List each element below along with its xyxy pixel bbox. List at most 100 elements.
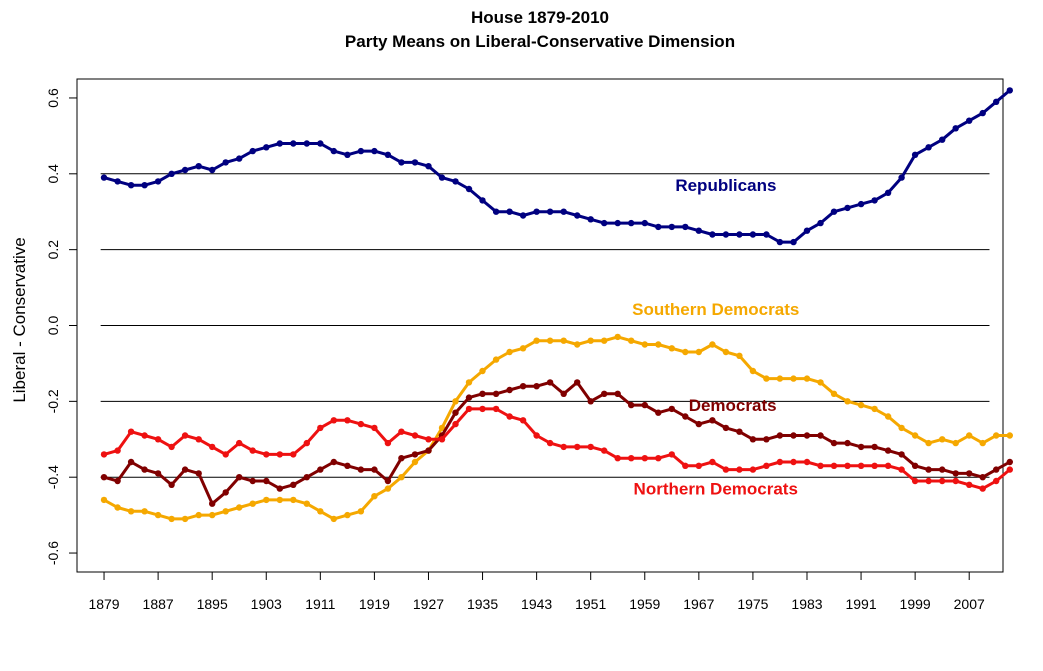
data-point-southern-democrats	[695, 348, 702, 356]
data-point-democrats	[560, 390, 567, 397]
data-point-democrats	[181, 466, 189, 473]
data-point-northern-democrats	[1006, 466, 1013, 473]
x-tick-label: 1959	[629, 596, 660, 612]
data-point-northern-democrats	[952, 477, 959, 485]
data-point-northern-democrats	[384, 439, 392, 447]
data-point-northern-democrats	[641, 455, 648, 462]
data-point-southern-democrats	[871, 405, 878, 413]
data-point-democrats	[141, 466, 148, 473]
data-point-republicans	[601, 219, 608, 227]
data-point-southern-democrats	[898, 424, 905, 432]
data-point-democrats	[465, 394, 473, 401]
data-point-southern-democrats	[979, 439, 986, 447]
data-point-republicans	[898, 174, 905, 181]
data-point-republicans	[371, 147, 378, 155]
data-point-republicans	[952, 125, 959, 132]
data-point-southern-democrats	[790, 375, 797, 382]
data-point-southern-democrats	[276, 496, 283, 504]
data-point-northern-democrats	[749, 466, 757, 473]
data-point-democrats	[776, 432, 784, 439]
data-point-southern-democrats	[384, 485, 392, 492]
data-point-republicans	[871, 197, 878, 204]
data-point-southern-democrats	[830, 390, 838, 397]
data-point-southern-democrats	[601, 337, 608, 344]
data-point-republicans	[641, 219, 648, 227]
data-point-democrats	[546, 379, 554, 386]
data-point-southern-democrats	[939, 436, 946, 443]
data-point-democrats	[641, 401, 648, 409]
data-point-southern-democrats	[857, 401, 865, 409]
data-point-democrats	[871, 443, 878, 451]
data-point-southern-democrats	[641, 341, 648, 348]
y-tick-label: -0.6	[45, 541, 61, 565]
chart-subtitle: Party Means on Liberal-Conservative Dime…	[344, 32, 736, 51]
data-point-northern-democrats	[141, 432, 148, 439]
data-point-northern-democrats	[925, 477, 932, 485]
data-point-democrats	[601, 390, 608, 397]
data-point-republicans	[154, 178, 162, 185]
data-point-northern-democrats	[168, 443, 175, 451]
data-point-republicans	[763, 231, 770, 238]
data-point-northern-democrats	[844, 462, 851, 469]
data-point-northern-democrats	[371, 424, 378, 432]
data-point-southern-democrats	[911, 432, 919, 439]
series-label: Democrats	[689, 396, 777, 415]
data-point-democrats	[817, 432, 824, 439]
data-point-northern-democrats	[181, 432, 189, 439]
data-point-democrats	[290, 481, 297, 488]
data-point-northern-democrats	[154, 436, 162, 443]
data-point-northern-democrats	[722, 466, 730, 473]
data-point-democrats	[979, 474, 986, 481]
data-point-northern-democrats	[574, 443, 581, 451]
data-point-northern-democrats	[993, 477, 1000, 485]
data-point-democrats	[114, 477, 121, 485]
data-point-republicans	[614, 219, 621, 227]
data-point-southern-democrats	[817, 379, 824, 386]
data-point-republicans	[209, 166, 216, 174]
data-point-democrats	[898, 451, 905, 458]
x-tick-label: 1903	[251, 596, 282, 612]
data-point-southern-democrats	[141, 508, 148, 515]
data-point-northern-democrats	[317, 424, 324, 432]
data-point-southern-democrats	[614, 333, 621, 341]
data-point-democrats	[614, 390, 621, 397]
data-point-southern-democrats	[682, 348, 689, 356]
data-point-southern-democrats	[100, 496, 108, 504]
data-point-northern-democrats	[100, 451, 108, 458]
data-point-northern-democrats	[452, 420, 459, 428]
data-point-northern-democrats	[398, 428, 405, 435]
data-point-democrats	[884, 447, 892, 454]
data-point-republicans	[506, 208, 513, 215]
data-point-northern-democrats	[479, 405, 486, 413]
data-point-democrats	[668, 405, 675, 413]
data-point-republicans	[587, 216, 594, 223]
x-tick-label: 1991	[845, 596, 876, 612]
data-point-northern-democrats	[668, 451, 675, 458]
data-point-republicans	[1006, 87, 1013, 94]
data-point-southern-democrats	[222, 508, 229, 515]
data-point-democrats	[533, 383, 540, 390]
data-point-northern-democrats	[601, 447, 608, 454]
data-point-democrats	[587, 398, 594, 405]
data-point-northern-democrats	[857, 462, 865, 469]
data-point-republicans	[398, 159, 405, 166]
x-tick-label: 2007	[954, 596, 985, 612]
data-point-republicans	[425, 163, 432, 170]
data-point-southern-democrats	[236, 504, 243, 511]
data-point-republicans	[438, 174, 446, 181]
data-point-northern-democrats	[911, 477, 919, 485]
data-point-republicans	[330, 147, 337, 155]
data-point-southern-democrats	[506, 348, 513, 356]
data-point-northern-democrats	[614, 455, 621, 462]
data-point-southern-democrats	[736, 352, 743, 359]
data-point-democrats	[398, 455, 405, 462]
data-point-republicans	[533, 208, 540, 215]
x-tick-label: 1879	[88, 596, 119, 612]
data-point-northern-democrats	[438, 436, 446, 443]
data-point-southern-democrats	[195, 511, 202, 519]
data-point-democrats	[506, 386, 513, 394]
data-point-northern-democrats	[344, 417, 351, 424]
data-point-democrats	[857, 443, 865, 451]
data-point-republicans	[925, 144, 932, 151]
